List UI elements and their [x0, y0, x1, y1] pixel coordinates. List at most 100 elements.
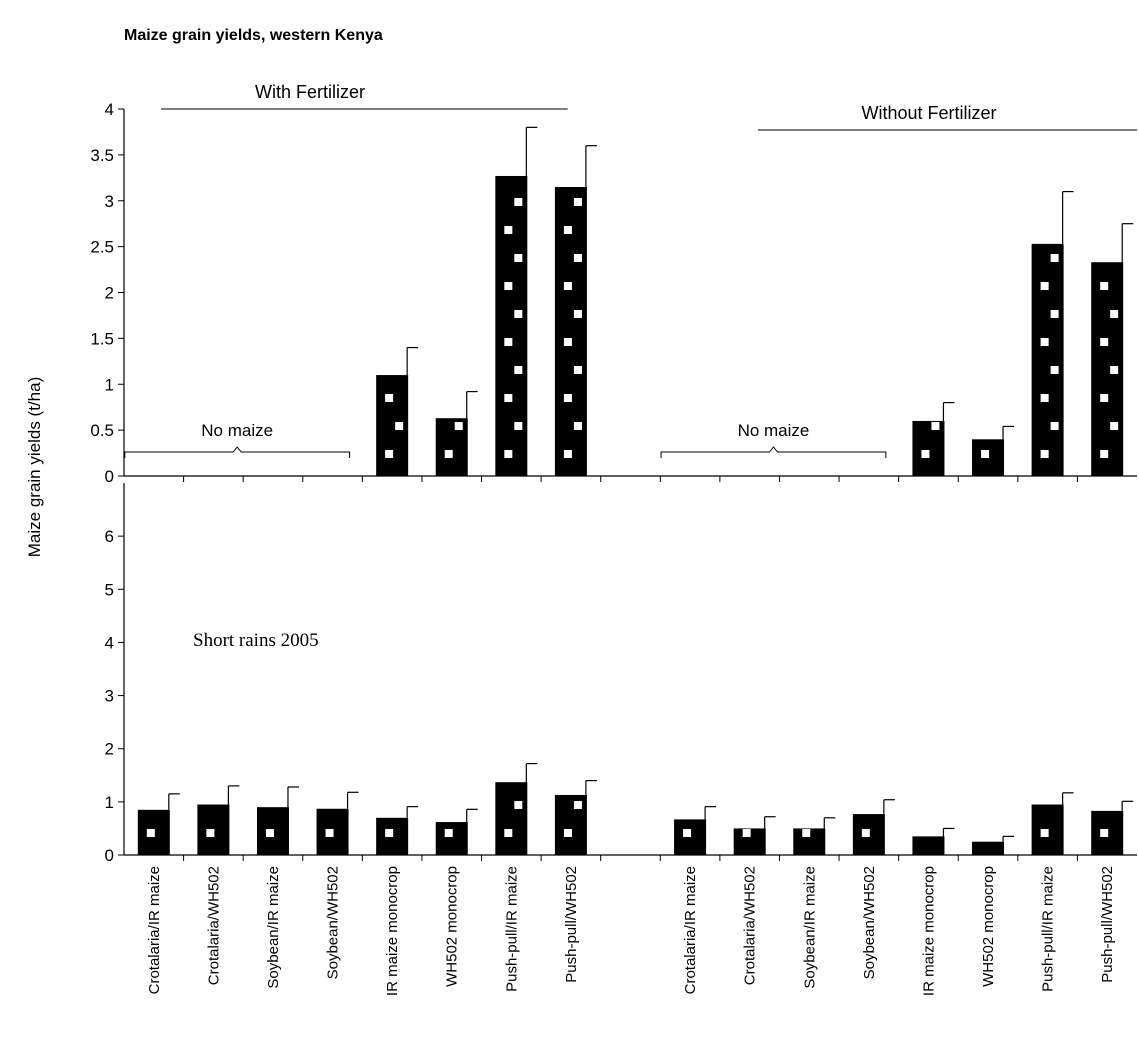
category-label: Push-pull/WH502	[563, 866, 580, 983]
bar-pattern	[563, 198, 582, 458]
bar	[435, 418, 468, 476]
group-label: Without Fertilizer	[861, 103, 996, 123]
bar-dot	[1100, 338, 1109, 346]
y-tick-label: 3	[105, 687, 114, 706]
bar-dot	[514, 422, 523, 430]
bar-dot	[325, 829, 334, 837]
category-label: Push-pull/IR maize	[1040, 866, 1057, 992]
bar-pattern	[1040, 254, 1059, 458]
bar-pattern	[683, 829, 692, 837]
bar-dot	[802, 829, 811, 837]
no-maize-brace	[660, 446, 887, 458]
bar-pattern	[1040, 829, 1049, 837]
bar-dot	[563, 394, 572, 402]
bar-dot	[1100, 450, 1109, 458]
bar-dot	[573, 198, 582, 206]
bar	[554, 794, 587, 855]
bar-pattern	[146, 829, 155, 837]
y-tick-label: 3.5	[90, 146, 114, 165]
y-tick-label: 0.5	[90, 421, 114, 440]
bar-dot	[385, 394, 394, 402]
bar-pattern	[444, 829, 453, 837]
bar	[495, 175, 528, 477]
chart-title: Maize grain yields, western Kenya	[124, 27, 383, 44]
bar-dot	[1110, 422, 1119, 430]
bar-dot	[1040, 338, 1049, 346]
bar	[912, 836, 945, 855]
y-tick-label: 3	[105, 192, 114, 211]
bar-dot	[563, 450, 572, 458]
bar-dot	[1040, 394, 1049, 402]
bar-dot	[385, 450, 394, 458]
group-label: With Fertilizer	[255, 82, 365, 102]
bar-dot	[504, 829, 513, 837]
bar-dot	[504, 282, 513, 290]
bar-dot	[1040, 450, 1049, 458]
bar-pattern	[981, 450, 990, 458]
y-tick-label: 1	[105, 793, 114, 812]
bar-pattern	[742, 829, 751, 837]
bar-pattern	[802, 829, 811, 837]
bar-dot	[742, 829, 751, 837]
bar-dot	[454, 422, 463, 430]
bar	[495, 782, 528, 855]
bar-dot	[921, 450, 930, 458]
y-tick-label: 2	[105, 740, 114, 759]
bar	[674, 819, 707, 855]
bar-dot	[444, 450, 453, 458]
bar-dot	[981, 450, 990, 458]
bar-dot	[395, 422, 404, 430]
bar-dot	[514, 254, 523, 262]
y-tick-label: 1	[105, 375, 114, 394]
bar-dot	[573, 310, 582, 318]
bar	[1091, 262, 1124, 476]
y-axis-label: Maize grain yields (t/ha)	[25, 377, 44, 557]
bar-pattern	[385, 394, 404, 458]
bar-pattern	[325, 829, 334, 837]
bar-pattern	[265, 829, 274, 837]
bar	[376, 375, 409, 476]
bar-dot	[514, 801, 523, 809]
y-tick-label: 2.5	[90, 238, 114, 257]
category-label: Push-pull/IR maize	[503, 866, 520, 992]
season-annotation: Short rains 2005	[193, 630, 319, 651]
bar-pattern	[385, 829, 394, 837]
bar-dot	[146, 829, 155, 837]
bar-pattern	[206, 829, 215, 837]
bar-dot	[1040, 282, 1049, 290]
no-maize-brace	[124, 446, 351, 458]
bar-dot	[265, 829, 274, 837]
bar-dot	[573, 422, 582, 430]
top-panel: 0 0.5 1 1.5 2 2.5 3 3.5 4 With Fertilizer Without …	[90, 82, 1137, 486]
bar-dot	[1050, 254, 1059, 262]
bar-dot	[1050, 366, 1059, 374]
category-label: IR maize monocrop	[384, 866, 401, 996]
bar-dot	[1110, 310, 1119, 318]
bar	[912, 420, 945, 476]
bar-dot	[1050, 310, 1059, 318]
bar-dot	[514, 198, 523, 206]
y-tick-label: 0	[105, 846, 114, 865]
category-label: Soybean/WH502	[861, 866, 878, 979]
bar	[972, 841, 1005, 855]
bar-pattern	[563, 801, 582, 837]
bar-dot	[504, 450, 513, 458]
y-tick-label: 1.5	[90, 329, 114, 348]
category-label: Push-pull/WH502	[1099, 866, 1116, 983]
no-maize-label: No maize	[201, 421, 273, 440]
category-labels: Crotalaria/IR maize Crotalaria/WH502 Soybe…	[146, 866, 1116, 996]
no-maize-label: No maize	[738, 421, 810, 440]
category-label: WH502 monocrop	[444, 866, 461, 987]
bar-pattern	[861, 829, 870, 837]
bar-dot	[504, 226, 513, 234]
bar-dot	[683, 829, 692, 837]
bar-pattern	[504, 198, 523, 458]
bar-pattern	[1100, 282, 1119, 458]
category-label: IR maize monocrop	[920, 866, 937, 996]
bar-dot	[1050, 422, 1059, 430]
y-tick-label: 6	[105, 527, 114, 546]
category-label: Crotalaria/IR maize	[682, 866, 699, 994]
bar-dot	[563, 338, 572, 346]
bar-dot	[1040, 829, 1049, 837]
bar-dot	[385, 829, 394, 837]
